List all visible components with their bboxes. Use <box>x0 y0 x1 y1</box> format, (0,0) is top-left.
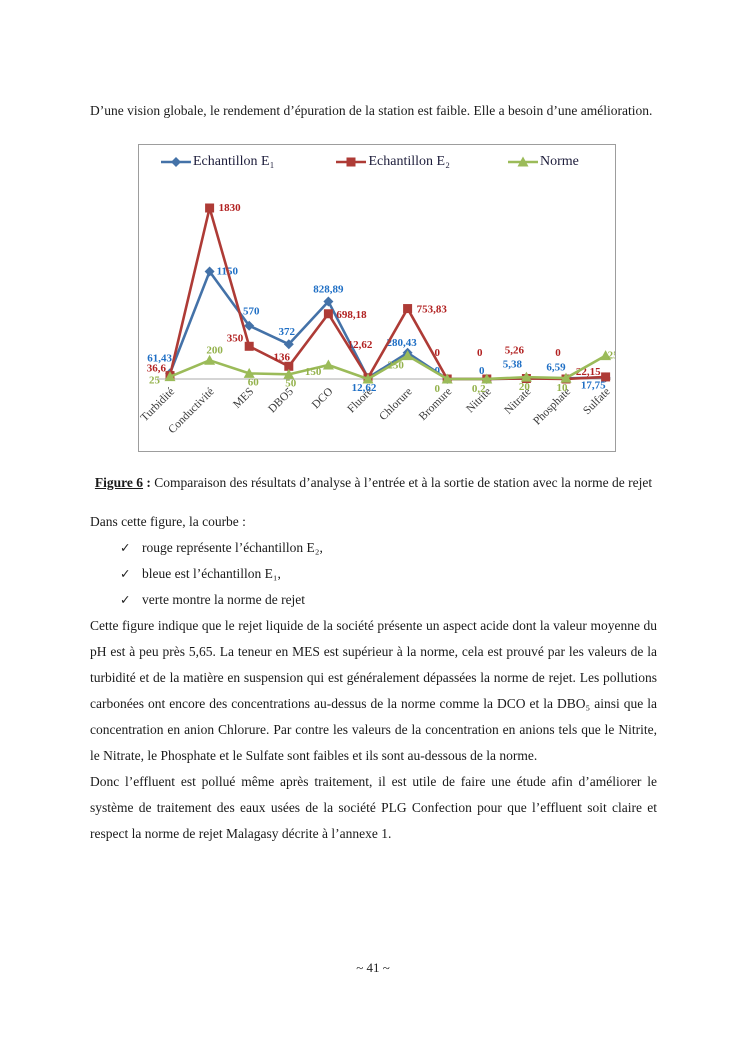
svg-text:698,18: 698,18 <box>336 309 367 321</box>
svg-text:5,26: 5,26 <box>505 345 525 357</box>
svg-text:25: 25 <box>149 375 161 387</box>
svg-text:20: 20 <box>519 381 531 393</box>
checkmark-icon: ✓ <box>120 567 131 581</box>
svg-text:12,62: 12,62 <box>352 382 377 394</box>
svg-text:36,6: 36,6 <box>147 363 167 375</box>
svg-text:DBO5: DBO5 <box>266 385 296 415</box>
svg-text:0: 0 <box>434 347 440 359</box>
legend-item-echantillon-e1: Echantillon E₁ <box>161 154 274 170</box>
intro-paragraph: D’une vision globale, le rendement d’épu… <box>90 102 653 118</box>
svg-text:136: 136 <box>274 351 291 363</box>
svg-text:Turbidité: Turbidité <box>139 386 177 424</box>
legend-intro-line: Dans cette figure, la courbe : <box>90 514 246 529</box>
legend-item-norme: Norme <box>507 154 579 170</box>
svg-text:372: 372 <box>279 326 296 338</box>
legend-item-echantillon-e2: Echantillon E₂ <box>336 154 450 170</box>
red-square-marker-icon <box>336 157 367 167</box>
svg-text:61,43: 61,43 <box>147 352 172 364</box>
svg-text:350: 350 <box>227 332 244 344</box>
figure-caption-label: Figure 6 <box>94 474 144 490</box>
chart-legend: Echantillon E₁ Echantillon E₂ Norme <box>139 145 615 179</box>
list-item-red-curve: ✓ rouge représente l’échantillon E₂, <box>120 535 657 561</box>
svg-text:Chlorure: Chlorure <box>377 386 414 423</box>
body-text: Dans cette figure, la courbe : ✓ rouge r… <box>90 509 657 847</box>
svg-text:12,62: 12,62 <box>348 339 373 351</box>
checkmark-icon: ✓ <box>120 593 131 607</box>
svg-text:5,38: 5,38 <box>503 358 523 370</box>
svg-text:DCO: DCO <box>310 386 336 412</box>
legend-label-norme: Norme <box>539 154 579 169</box>
list-item-blue-curve: ✓ bleue est l’échantillon E₁, <box>120 561 657 587</box>
svg-text:0: 0 <box>434 365 440 377</box>
figure-6-chart-box: Echantillon E₁ Echantillon E₂ Norme Turb… <box>138 144 616 452</box>
svg-text:250: 250 <box>608 350 615 362</box>
legend-label-e1: Echantillon E₁ <box>193 154 275 169</box>
svg-text:0: 0 <box>479 365 485 377</box>
svg-text:0: 0 <box>434 383 440 395</box>
blue-diamond-marker-icon <box>161 157 191 167</box>
green-triangle-marker-icon <box>507 156 538 167</box>
svg-text:10: 10 <box>557 382 569 394</box>
svg-text:280,43: 280,43 <box>386 337 417 349</box>
checkmark-icon: ✓ <box>120 541 131 555</box>
svg-text:50: 50 <box>285 377 297 389</box>
figure-caption-text: Comparaison des résultats d’analyse à l’… <box>154 474 653 490</box>
figure-caption-separator: : <box>143 474 155 490</box>
curve-color-list: ✓ rouge représente l’échantillon E₂, ✓ b… <box>90 535 657 613</box>
svg-text:0: 0 <box>477 347 483 359</box>
list-item-text: rouge représente l’échantillon E₂, <box>142 540 323 555</box>
svg-text:60: 60 <box>248 376 260 388</box>
svg-text:0: 0 <box>555 347 561 359</box>
page-number: ~ 41 ~ <box>356 960 390 975</box>
list-item-text: bleue est l’échantillon E₁, <box>142 566 281 581</box>
analysis-paragraph: Cette figure indique que le rejet liquid… <box>90 618 657 763</box>
svg-text:22,15: 22,15 <box>576 366 601 378</box>
svg-text:0,2: 0,2 <box>472 383 486 395</box>
svg-text:MES: MES <box>231 386 256 411</box>
legend-label-e2: Echantillon E₂ <box>368 154 450 169</box>
svg-text:6,59: 6,59 <box>546 361 566 373</box>
list-item-text: verte montre la norme de rejet <box>142 592 306 607</box>
figure-caption: Figure 6 : Comparaison des résultats d’a… <box>90 470 657 496</box>
svg-text:17,75: 17,75 <box>581 379 606 391</box>
svg-text:1830: 1830 <box>219 202 242 214</box>
svg-text:828,89: 828,89 <box>313 284 344 296</box>
list-item-green-curve: ✓ verte montre la norme de rejet <box>120 587 657 613</box>
svg-text:250: 250 <box>387 360 404 372</box>
svg-text:200: 200 <box>206 344 223 356</box>
svg-text:570: 570 <box>243 306 260 318</box>
svg-text:753,83: 753,83 <box>417 304 448 316</box>
conclusion-paragraph: Donc l’effluent est pollué même après tr… <box>90 774 657 841</box>
svg-text:150: 150 <box>305 366 322 378</box>
